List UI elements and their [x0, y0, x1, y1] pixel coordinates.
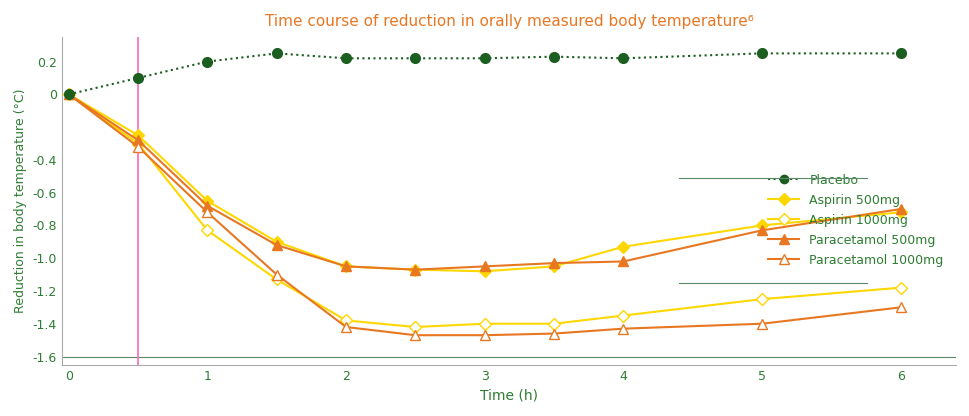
Y-axis label: Reduction in body temperature (°C): Reduction in body temperature (°C): [14, 89, 27, 313]
X-axis label: Time (h): Time (h): [480, 388, 538, 402]
Legend: Placebo, Aspirin 500mg, Aspirin 1000mg, Paracetamol 500mg, Paracetamol 1000mg: Placebo, Aspirin 500mg, Aspirin 1000mg, …: [761, 168, 949, 273]
Title: Time course of reduction in orally measured body temperature⁶: Time course of reduction in orally measu…: [265, 14, 753, 29]
